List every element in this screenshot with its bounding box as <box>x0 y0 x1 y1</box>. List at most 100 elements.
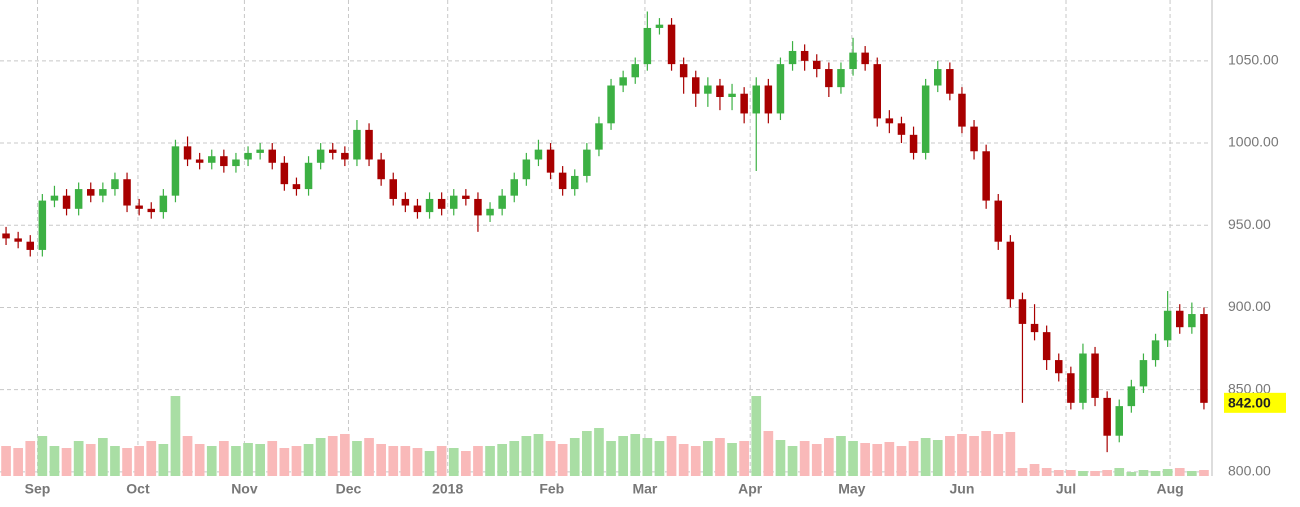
volume-bar <box>521 436 532 476</box>
candle-body <box>1103 397 1111 436</box>
volume-bar <box>267 441 278 476</box>
candle-body <box>268 149 277 163</box>
volume-bar <box>775 440 786 476</box>
candle-body <box>86 189 95 196</box>
y-tick-label: 900.00 <box>1228 298 1271 314</box>
volume-bar <box>666 436 677 476</box>
candle-body <box>825 69 833 88</box>
volume-bar <box>703 441 713 476</box>
candle-body <box>1127 386 1136 407</box>
volume-bar <box>739 441 749 476</box>
candle-body <box>486 208 494 216</box>
candle-body <box>159 195 168 213</box>
y-tick-label: 1050.00 <box>1228 52 1279 68</box>
candle-body <box>50 195 59 201</box>
candle-body <box>135 205 143 209</box>
candle-body <box>921 85 930 153</box>
volume-bar <box>315 438 326 476</box>
candle-body <box>474 198 482 216</box>
volume-bar <box>1102 470 1112 476</box>
candle-body <box>1079 353 1087 403</box>
candle-body <box>607 85 615 124</box>
volume-bar <box>194 444 205 476</box>
volume-bar <box>727 443 737 476</box>
volume-bar <box>848 441 858 476</box>
volume-bar <box>436 446 447 476</box>
volume-bar <box>884 442 895 476</box>
candle-body <box>1151 340 1160 361</box>
candle-body <box>171 146 180 196</box>
candle-body <box>619 77 627 86</box>
x-tick-label: 2018 <box>432 481 463 497</box>
candle-body <box>1042 332 1051 361</box>
candle-body <box>800 50 809 61</box>
volume-bar <box>690 446 701 476</box>
candle-body <box>1030 323 1039 333</box>
volume-bar <box>461 451 471 476</box>
candle-body <box>1018 299 1027 324</box>
candle-body <box>837 69 845 88</box>
volume-bar <box>945 436 955 476</box>
x-tick-label: Jul <box>1056 481 1076 497</box>
candle-body <box>498 195 506 209</box>
candle-body <box>643 27 652 65</box>
volume-bar <box>1187 471 1197 476</box>
candle-body <box>667 24 676 65</box>
volume-bar <box>824 438 834 476</box>
candle-body <box>812 60 821 70</box>
candle-body <box>147 208 156 213</box>
candle-body <box>304 162 313 190</box>
candle-body <box>740 93 748 114</box>
volume-bar <box>1017 468 1028 476</box>
candle-body <box>655 24 664 28</box>
volume-bar <box>715 438 725 476</box>
volume-bar <box>545 441 556 476</box>
volume-bar <box>509 441 520 476</box>
volume-bar <box>1005 432 1016 476</box>
candle-body <box>377 159 385 180</box>
volume-bar <box>340 434 350 476</box>
volume-bar <box>606 441 616 476</box>
x-tick-label: Aug <box>1156 481 1183 497</box>
candle-body <box>389 179 398 199</box>
candle-body <box>631 64 640 78</box>
candle-body <box>510 179 519 196</box>
last-price-label: 842.00 <box>1228 395 1271 411</box>
volume-bar <box>219 441 229 476</box>
candle-body <box>558 172 567 190</box>
candle-body <box>691 77 700 94</box>
volume-bar <box>1078 471 1088 476</box>
volume-bar <box>98 438 108 476</box>
last-price-box <box>1224 392 1286 413</box>
volume-bar <box>860 443 870 476</box>
y-tick-label: 800.00 <box>1228 463 1271 479</box>
volume-bar <box>110 446 120 476</box>
candle-body <box>909 134 918 153</box>
volume-bar <box>412 448 423 476</box>
volume-bar <box>1150 471 1161 476</box>
volume-bar <box>73 441 84 476</box>
candle-body <box>1139 360 1148 387</box>
candle-body <box>38 200 47 250</box>
volume-bar <box>448 448 459 476</box>
candle-body <box>14 238 22 242</box>
candle-body <box>401 198 410 206</box>
x-tick-label: Dec <box>336 481 362 497</box>
volume-bar <box>969 436 979 476</box>
volume-bar <box>182 436 193 476</box>
volume-bar <box>920 438 931 476</box>
volume-bar <box>993 434 1004 476</box>
volume-bar <box>1126 472 1137 476</box>
volume-bar <box>811 444 822 476</box>
candle-body <box>1175 310 1184 328</box>
candle-body <box>123 179 131 206</box>
volume-bar <box>763 431 774 476</box>
candle-body <box>207 156 216 163</box>
volume-bar <box>1 446 11 476</box>
candle-body <box>425 198 434 213</box>
y-tick-label: 950.00 <box>1228 216 1271 232</box>
x-tick-label: Mar <box>632 481 657 497</box>
volume-bar <box>376 444 386 476</box>
volume-bar <box>158 444 169 476</box>
